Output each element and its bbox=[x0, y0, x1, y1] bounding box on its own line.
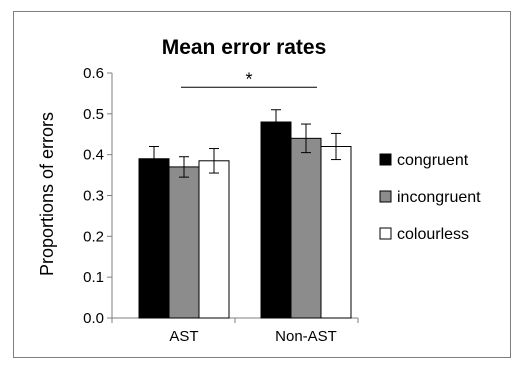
bar-incongruent-non-ast bbox=[290, 137, 322, 319]
bar-congruent-ast bbox=[138, 158, 170, 319]
legend-swatch-incongruent bbox=[379, 190, 392, 203]
chart-title: Mean error rates bbox=[162, 36, 327, 59]
x-tick-label: Non-AST bbox=[275, 328, 337, 345]
bar-colourless-ast bbox=[198, 160, 230, 319]
y-tick-label: 0.4 bbox=[83, 147, 104, 164]
y-tick-label: 0.0 bbox=[83, 310, 104, 327]
y-tick-label: 0.2 bbox=[83, 228, 104, 245]
y-tick-label: 0.3 bbox=[83, 188, 104, 205]
bar-congruent-non-ast bbox=[260, 121, 292, 319]
y-tick-label: 0.1 bbox=[83, 269, 104, 286]
bar-colourless-non-ast bbox=[320, 146, 352, 319]
x-tick-label: AST bbox=[169, 328, 198, 345]
y-tick-label: 0.5 bbox=[83, 106, 104, 123]
bar-incongruent-ast bbox=[168, 166, 200, 319]
legend-label-incongruent: incongruent bbox=[397, 189, 481, 206]
legend-label-colourless: colourless bbox=[397, 226, 469, 243]
y-axis-title: Proportions of errors bbox=[37, 112, 57, 276]
legend-swatch-colourless bbox=[379, 227, 392, 240]
y-tick-label: 0.6 bbox=[83, 65, 104, 82]
significance-marker: * bbox=[245, 69, 252, 89]
legend-label-congruent: congruent bbox=[397, 152, 469, 169]
legend-swatch-congruent bbox=[379, 153, 392, 166]
